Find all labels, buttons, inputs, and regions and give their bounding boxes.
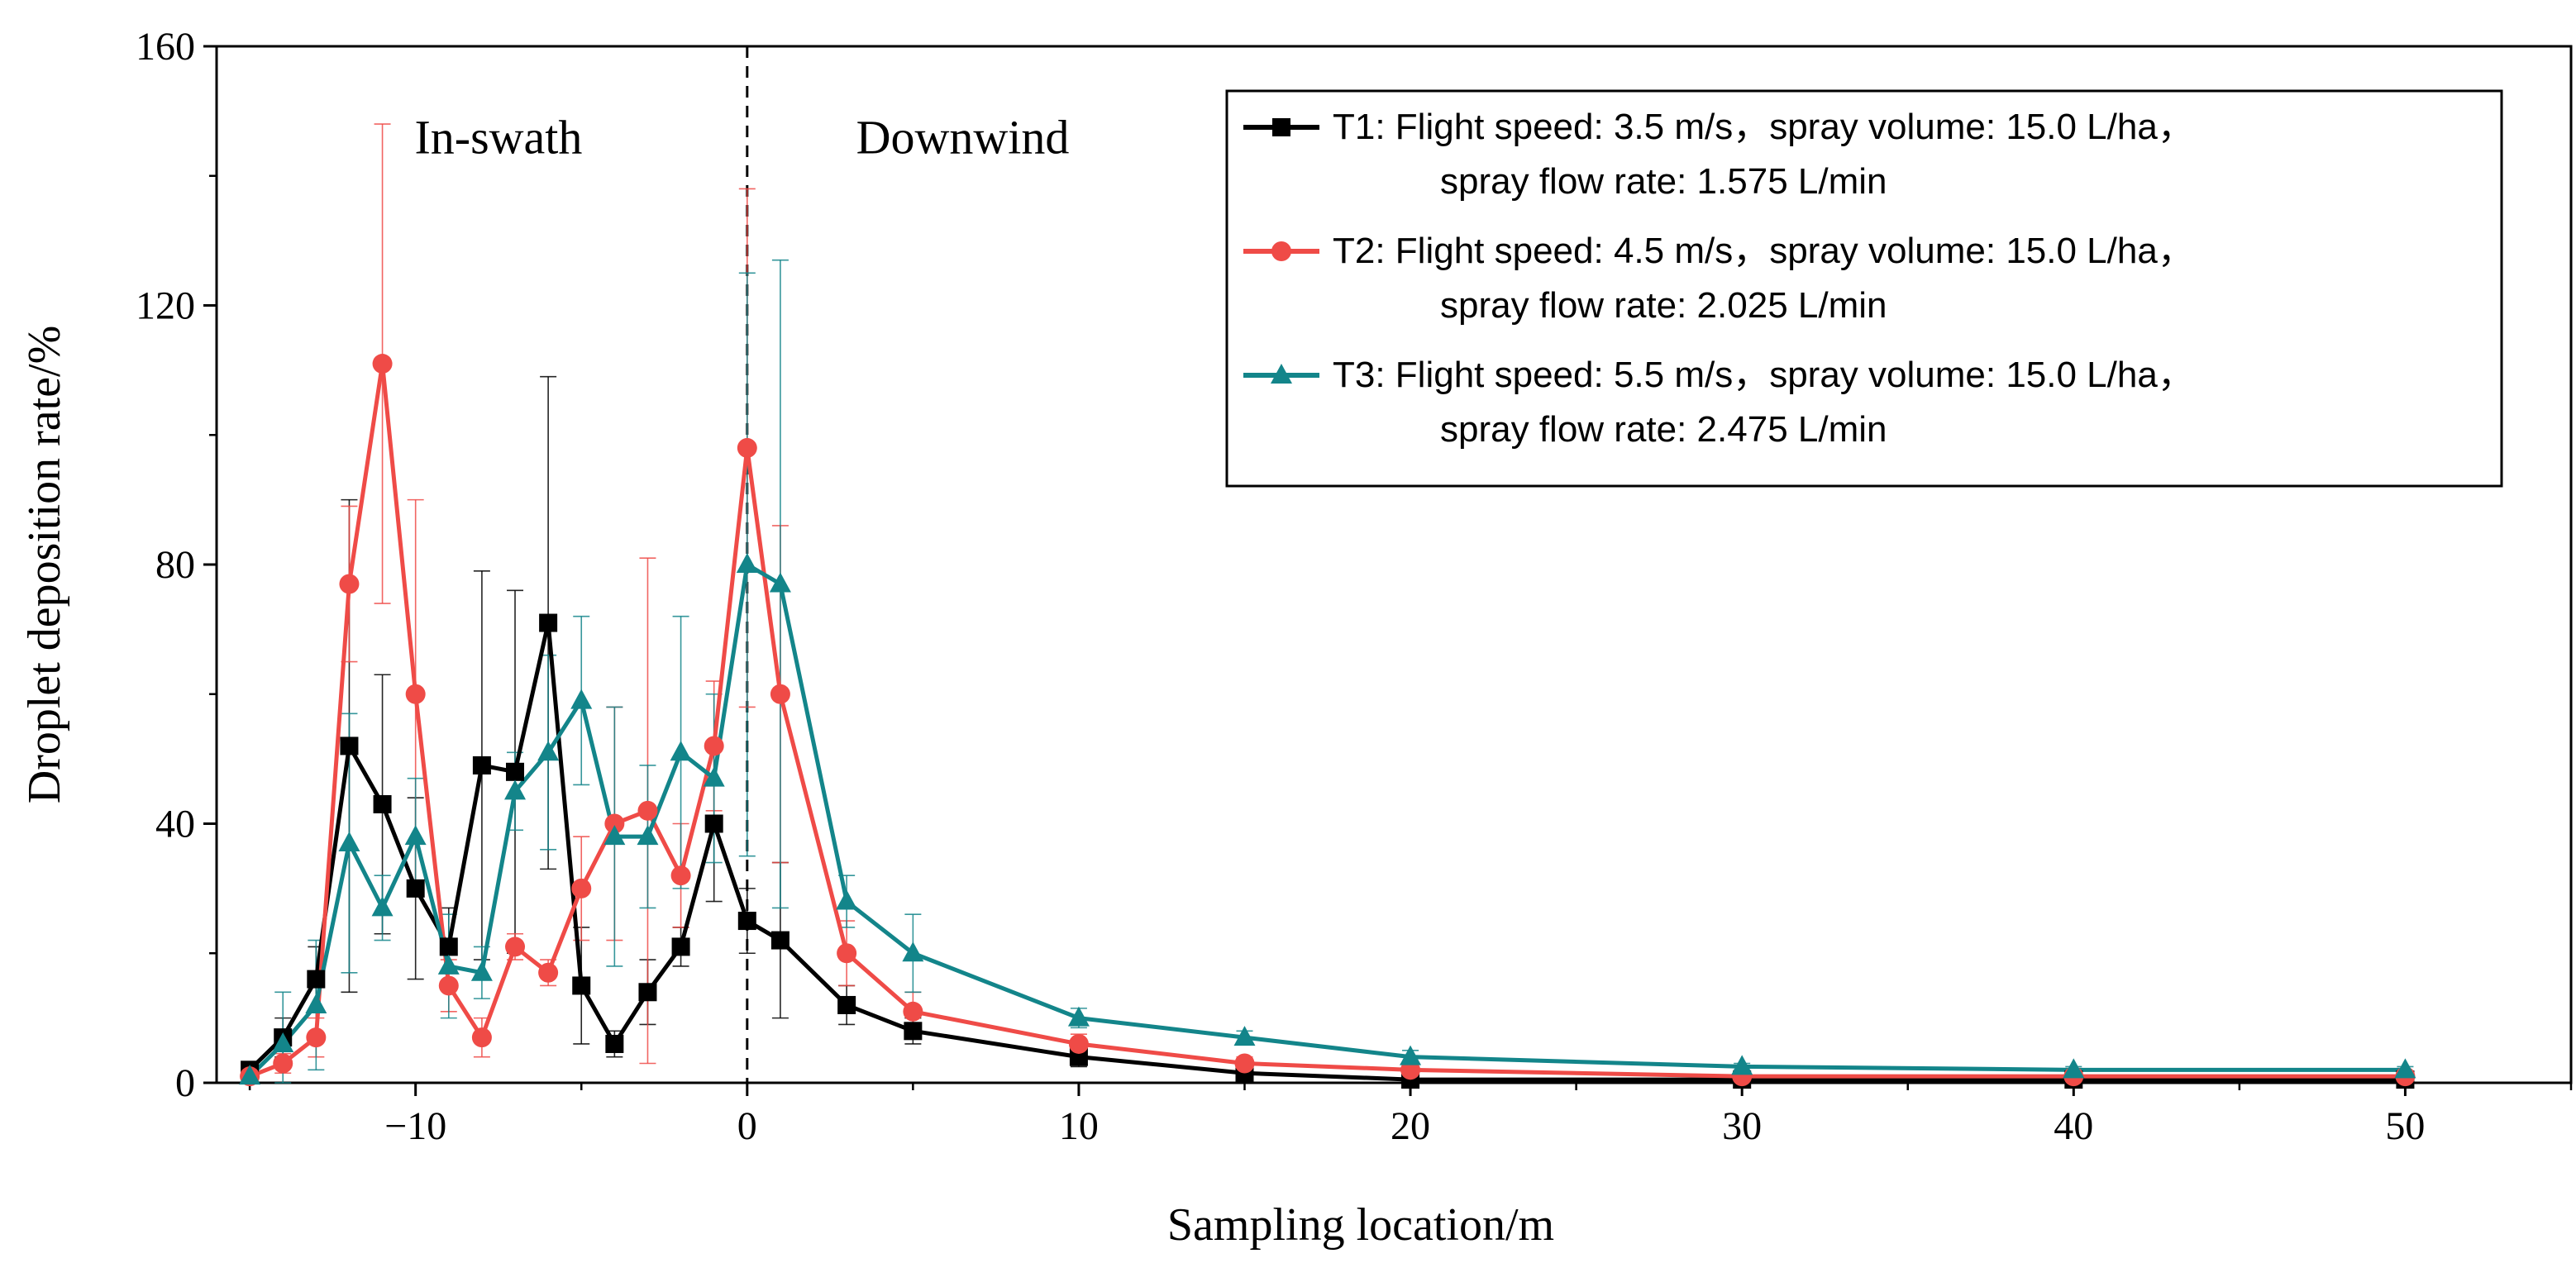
marker-circle (538, 962, 559, 983)
marker-triangle (703, 766, 725, 787)
y-tick-label: 120 (136, 284, 195, 328)
marker-triangle (769, 572, 791, 593)
marker-circle (903, 1001, 923, 1022)
marker-square (406, 879, 425, 898)
marker-circle (471, 1027, 492, 1048)
marker-circle (604, 813, 625, 834)
y-tick-label: 0 (175, 1061, 195, 1105)
y-axis-title: Droplet deposition rate/% (19, 326, 70, 804)
axes: −10 0 10 20 30 40 50 0 40 80 120 160 Sampling locati… (19, 25, 2573, 1251)
marker-circle (273, 1053, 293, 1074)
y-tick-label: 160 (136, 25, 195, 69)
marker-square (506, 762, 525, 781)
marker-circle (438, 975, 459, 996)
marker-triangle (2394, 1058, 2416, 1079)
x-tick-label: 30 (1722, 1104, 1762, 1148)
marker-triangle (1731, 1055, 1753, 1075)
marker-circle (505, 937, 526, 957)
legend-label-T3: T3: Flight speed: 5.5 m/s，spray volume: … (1333, 355, 2194, 395)
marker-circle (837, 943, 857, 964)
marker-triangle (371, 896, 394, 917)
marker-square (340, 736, 359, 755)
marker-circle (1068, 1033, 1089, 1054)
marker-circle (571, 878, 592, 898)
marker-triangle (570, 689, 593, 709)
marker-triangle (637, 825, 659, 846)
x-tick-label: 10 (1059, 1104, 1099, 1148)
marker-square (439, 937, 458, 956)
marker-triangle (338, 832, 360, 852)
marker-circle (1271, 241, 1291, 261)
marker-triangle (836, 889, 858, 910)
marker-triangle (1271, 364, 1292, 384)
marker-square (307, 970, 326, 989)
y-tick-label: 80 (155, 543, 195, 587)
marker-triangle (670, 741, 692, 761)
marker-square (904, 1022, 923, 1041)
marker-circle (306, 1027, 327, 1048)
marker-triangle (1233, 1026, 1256, 1046)
marker-circle (372, 354, 393, 374)
marker-square (770, 931, 789, 950)
x-tick-label: 0 (737, 1104, 757, 1148)
marker-square (373, 794, 392, 813)
marker-square (704, 814, 723, 833)
marker-triangle (1067, 1006, 1090, 1027)
marker-triangle (2063, 1058, 2085, 1079)
marker-circle (670, 865, 691, 886)
region-label: Downwind (856, 111, 1070, 164)
legend-box (1225, 89, 2503, 488)
marker-square (837, 995, 856, 1014)
marker-triangle (603, 825, 626, 846)
series-line-T1 (248, 621, 2406, 1082)
marker-triangle (404, 825, 427, 846)
marker-square (671, 937, 690, 956)
marker-triangle (736, 553, 758, 573)
marker-triangle (537, 741, 560, 761)
marker-circle (637, 800, 658, 821)
marker-triangle (437, 954, 460, 975)
marker-square (1272, 118, 1290, 136)
marker-square (605, 1034, 624, 1053)
marker-square (737, 912, 756, 931)
x-tick-label: 40 (2054, 1104, 2093, 1148)
legend: T1: Flight speed: 3.5 m/s，spray volume: … (1225, 89, 2503, 488)
marker-circle (737, 437, 757, 458)
marker-square (572, 976, 591, 995)
legend-label-T2: T2: Flight speed: 4.5 m/s，spray volume: … (1333, 231, 2194, 271)
legend-label-T1-line2: spray flow rate: 1.575 L/min (1440, 161, 1887, 202)
marker-triangle (504, 779, 527, 800)
series-line-T3 (248, 562, 2406, 1078)
marker-square (472, 755, 491, 774)
legend-label-T3-line2: spray flow rate: 2.475 L/min (1440, 409, 1887, 450)
marker-triangle (272, 1032, 294, 1052)
marker-square (638, 983, 657, 1002)
marker-circle (405, 684, 426, 704)
x-tick-label: 20 (1391, 1104, 1430, 1148)
legend-label-T1: T1: Flight speed: 3.5 m/s，spray volume: … (1333, 107, 2194, 147)
marker-triangle (239, 1065, 261, 1085)
marker-triangle (470, 960, 493, 981)
x-tick-label: 50 (2385, 1104, 2425, 1148)
marker-circle (704, 736, 724, 756)
annotations: In-swath Downwind (414, 111, 1069, 164)
marker-triangle (902, 941, 924, 962)
marker-square (539, 613, 558, 632)
x-axis-title: Sampling location/m (1167, 1199, 1554, 1251)
legend-label-T2-line2: spray flow rate: 2.025 L/min (1440, 285, 1887, 326)
marker-circle (339, 574, 360, 594)
series-markers (239, 354, 2416, 1089)
marker-triangle (305, 993, 327, 1013)
x-tick-label: −10 (384, 1104, 446, 1148)
marker-triangle (1400, 1045, 1422, 1065)
marker-circle (770, 684, 790, 704)
y-tick-label: 40 (155, 803, 195, 846)
region-label: In-swath (414, 111, 582, 164)
marker-circle (1234, 1053, 1255, 1074)
